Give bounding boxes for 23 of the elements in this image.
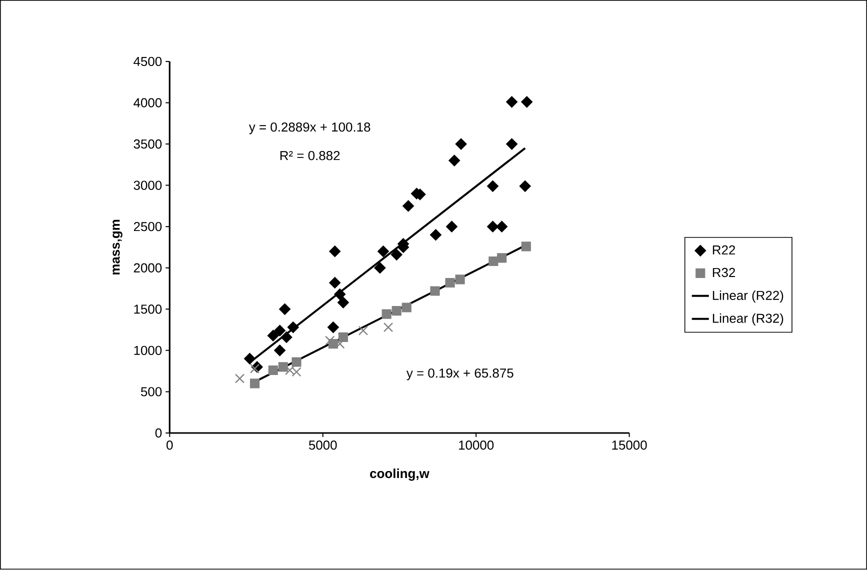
y-tick-label: 3500: [134, 140, 162, 149]
y-tick-label: 3000: [134, 180, 162, 190]
legend-label: Linear (R32): [712, 314, 784, 326]
y-tick-label: 4500: [134, 57, 162, 66]
y-tick-label: 2500: [134, 222, 162, 232]
x-tick-label: 10000: [459, 440, 494, 450]
y-tick-label: 2000: [134, 263, 162, 273]
y-axis-title: mass,gm: [112, 220, 122, 275]
legend-label: Linear (R22): [712, 290, 784, 303]
legend-label: R32: [712, 268, 736, 278]
legend-label: R22: [712, 246, 736, 255]
annotation: y = 0.2889x + 100.18: [248, 122, 370, 134]
x-tick-label: 5000: [308, 440, 337, 450]
annotation: y = 0.19x + 65.875: [406, 368, 514, 380]
y-tick-label: 0: [155, 428, 162, 438]
y-tick-label: 1000: [134, 346, 162, 356]
x-tick-label: 0: [166, 440, 173, 450]
x-tick-label: 15000: [612, 440, 647, 450]
y-tick-label: 1500: [134, 304, 162, 314]
y-tick-label: 4000: [134, 98, 162, 108]
x-axis-title: cooling,w: [370, 468, 430, 481]
annotation: R² = 0.882: [280, 151, 340, 160]
y-tick-label: 500: [140, 387, 162, 396]
